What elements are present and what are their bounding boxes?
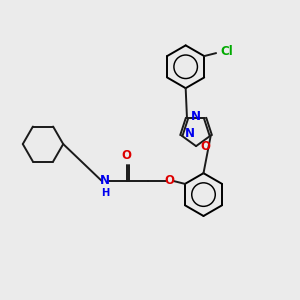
Text: O: O — [164, 174, 175, 188]
Text: N: N — [100, 174, 110, 188]
Text: N: N — [191, 110, 201, 123]
Text: N: N — [185, 128, 195, 140]
Text: H: H — [101, 188, 110, 198]
Text: O: O — [122, 149, 132, 162]
Text: Cl: Cl — [220, 45, 233, 58]
Text: O: O — [200, 140, 210, 153]
